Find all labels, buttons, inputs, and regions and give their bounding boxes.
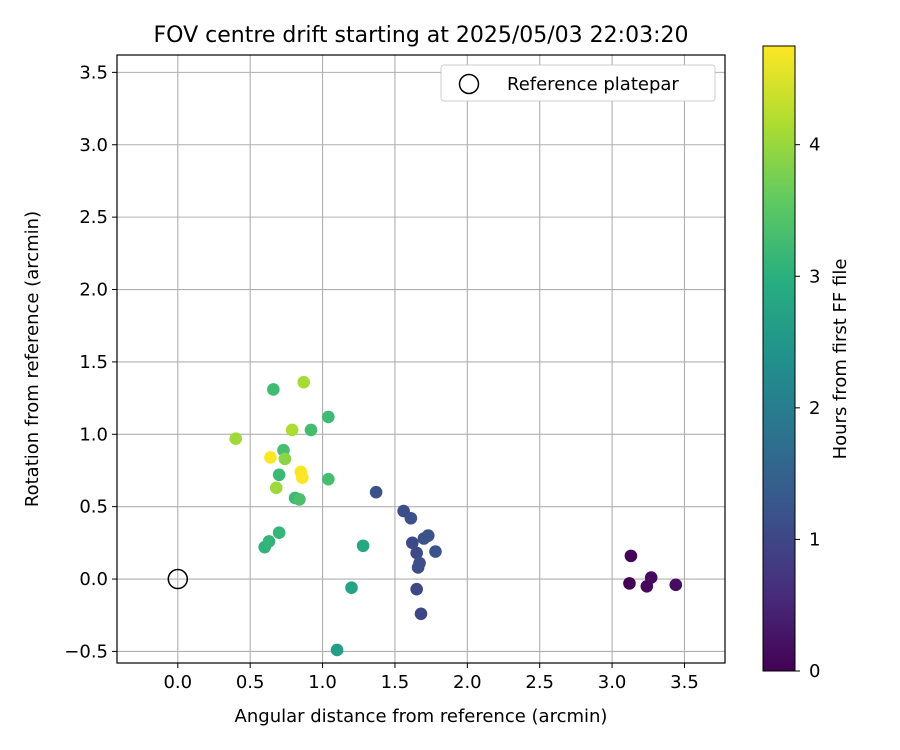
x-axis-ticks: 0.0 0.5 1.0 1.5 2.0 2.5 3.0 3.5	[163, 663, 699, 693]
y-tick-label: 3.5	[79, 62, 108, 83]
data-point	[429, 545, 442, 558]
data-point	[269, 481, 283, 495]
chart-title: FOV centre drift starting at 2025/05/03 …	[154, 23, 689, 48]
data-point	[293, 493, 306, 506]
data-point	[421, 529, 435, 542]
data-point	[404, 511, 418, 525]
data-points	[229, 375, 683, 657]
colorbar-tick-label: 4	[809, 135, 820, 156]
data-point	[406, 536, 419, 550]
data-point	[262, 535, 276, 548]
data-point	[229, 432, 243, 445]
data-point	[644, 571, 658, 584]
y-axis-ticks: −0.5 0.0 0.5 1.0 1.5 2.0 2.5 3.0 3.5	[64, 62, 117, 662]
colorbar-tick-label: 1	[809, 529, 820, 550]
plot-frame	[116, 54, 726, 664]
x-tick-label: 2.0	[453, 672, 482, 693]
data-point	[297, 375, 311, 389]
y-tick-label: 1.0	[79, 424, 108, 445]
data-point	[410, 582, 423, 596]
legend-box	[440, 64, 716, 102]
grid	[117, 55, 725, 663]
reference-marker-layer	[167, 568, 189, 590]
y-tick-label: 2.0	[79, 280, 108, 301]
x-tick-label: 1.0	[308, 672, 337, 693]
data-point	[285, 423, 299, 437]
y-tick-label: 2.5	[79, 207, 108, 228]
colorbar-label: Hours from first FF file	[830, 259, 851, 460]
x-tick-label: 1.5	[381, 672, 410, 693]
data-point	[278, 452, 292, 466]
data-point	[267, 383, 280, 396]
data-point	[304, 423, 318, 437]
data-point	[330, 643, 344, 657]
y-tick-label: 0.5	[79, 497, 108, 518]
colorbar-ticks: 0 1 2 3 4	[795, 135, 820, 682]
data-point	[322, 410, 335, 424]
data-point	[295, 471, 309, 485]
x-axis-label: Angular distance from reference (arcmin)	[235, 706, 608, 727]
data-point	[369, 485, 383, 499]
colorbar-tick-label: 3	[809, 266, 820, 287]
data-point	[414, 607, 428, 621]
data-point	[272, 526, 286, 540]
data-point	[272, 468, 286, 482]
colorbar-tick-label: 0	[809, 661, 820, 682]
x-tick-label: 3.5	[670, 672, 699, 693]
y-tick-label: 3.0	[79, 135, 108, 156]
data-point	[356, 539, 370, 553]
legend: Reference platepar	[440, 64, 716, 102]
colorbar-tick-label: 2	[809, 398, 820, 419]
data-point	[264, 451, 277, 464]
reference-platepar-marker	[167, 568, 189, 590]
x-tick-label: 2.5	[525, 672, 554, 693]
y-axis-label: Rotation from reference (arcmin)	[22, 211, 43, 507]
data-point	[345, 581, 358, 595]
data-point	[624, 549, 638, 563]
data-point	[669, 578, 683, 592]
y-tick-label: −0.5	[64, 641, 108, 662]
x-tick-label: 0.5	[236, 672, 265, 693]
data-point	[410, 546, 423, 560]
x-tick-label: 3.0	[598, 672, 627, 693]
legend-reference-marker	[458, 73, 480, 95]
y-tick-label: 1.5	[79, 352, 108, 373]
data-point	[623, 577, 636, 590]
legend-entry-reference: Reference platepar	[507, 74, 679, 95]
x-tick-label: 0.0	[163, 672, 192, 693]
y-tick-label: 0.0	[79, 569, 108, 590]
data-point	[322, 472, 335, 486]
data-point	[413, 556, 426, 570]
colorbar	[762, 45, 796, 672]
